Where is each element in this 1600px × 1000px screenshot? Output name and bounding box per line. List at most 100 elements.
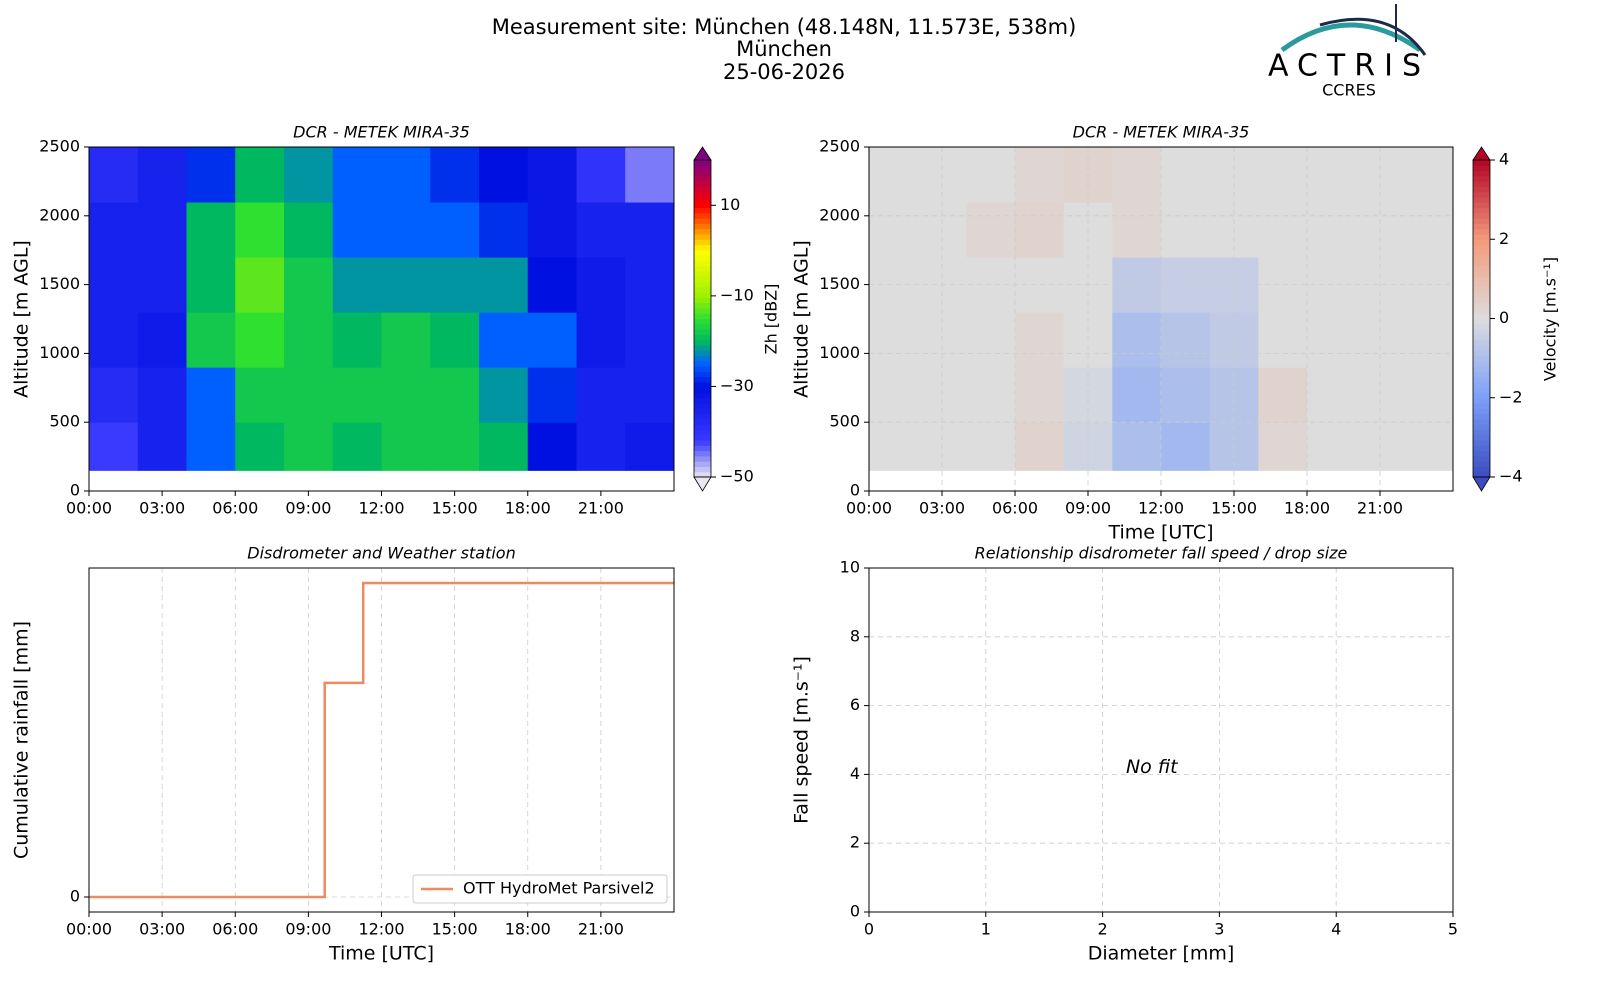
colorbar-segment <box>1473 297 1490 304</box>
x-tick-label: 4 <box>1331 920 1341 939</box>
colorbar-segment <box>694 429 711 436</box>
heatmap-cell <box>1404 367 1454 423</box>
heatmap-cell <box>625 147 675 203</box>
heatmap-cell <box>869 367 919 423</box>
colorbar-segment <box>1473 239 1490 246</box>
subplot-title: Disdrometer and Weather station <box>247 544 515 563</box>
x-axis-label: Diameter [mm] <box>1088 943 1235 965</box>
colorbar-tick-label: 0 <box>1499 308 1509 327</box>
heatmap-cell <box>869 202 919 258</box>
heatmap-cell <box>1258 202 1308 258</box>
x-tick-label: 09:00 <box>285 920 331 939</box>
colorbar-segment <box>694 355 711 362</box>
heatmap-cell <box>869 422 919 471</box>
heatmap-cell <box>1404 147 1454 203</box>
heatmap-cell <box>235 422 285 471</box>
heatmap-cell <box>966 202 1016 258</box>
colorbar-segment <box>694 445 711 452</box>
heatmap-cell <box>332 422 382 471</box>
colorbar-segment <box>1473 376 1490 383</box>
heatmap-cell <box>1258 312 1308 368</box>
x-tick-label: 03:00 <box>139 499 185 518</box>
heatmap-cell <box>625 202 675 258</box>
colorbar-segment <box>1473 244 1490 251</box>
figure-title: Measurement site: München (48.148N, 11.5… <box>492 15 1077 39</box>
heatmap-cell <box>1015 422 1065 471</box>
colorbar-segment <box>694 381 711 388</box>
colorbar-frame <box>693 159 712 478</box>
y-tick-label: 4 <box>850 764 860 783</box>
heatmap-cell <box>576 367 626 423</box>
colorbar-segment <box>694 360 711 367</box>
heatmap-cell <box>576 147 626 203</box>
heatmap-cell <box>332 257 382 313</box>
x-tick-label: 03:00 <box>919 499 965 518</box>
heatmap-cell <box>527 147 577 203</box>
heatmap-cell <box>235 257 285 313</box>
colorbar-segment <box>1473 440 1490 446</box>
panel: −50 −30 −10 10 Zh [dBZ] 00:00 03:00 06:00 09:00 1… <box>11 123 781 518</box>
x-axis-label: Time [UTC] <box>1107 522 1213 544</box>
heatmap-cell <box>576 257 626 313</box>
colorbar-segment <box>1473 260 1490 267</box>
heatmap-cell <box>1404 422 1454 471</box>
heatmap-cell <box>966 367 1016 423</box>
colorbar-tick-label: −4 <box>1499 467 1523 486</box>
heatmap-cell <box>576 202 626 258</box>
y-tick-label: 1500 <box>39 274 80 293</box>
colorbar-segment <box>1473 329 1490 335</box>
colorbar-segment <box>1473 313 1490 319</box>
colorbar-segment <box>1473 202 1490 209</box>
heatmap-cell <box>1258 367 1308 423</box>
y-tick-label: 0 <box>850 902 860 921</box>
heatmap-cell <box>1015 202 1065 258</box>
heatmap-cell <box>89 312 139 368</box>
colorbar-segment <box>1473 207 1490 214</box>
heatmap-cell <box>381 257 431 313</box>
colorbar-segment <box>694 371 711 378</box>
heatmap-cell <box>137 312 187 368</box>
heatmap-cell <box>966 312 1016 368</box>
colorbar-segment <box>1473 434 1490 441</box>
subplot-title: DCR - METEK MIRA-35 <box>293 123 470 142</box>
heatmap-cell <box>137 367 187 423</box>
colorbar-segment <box>694 228 711 235</box>
x-tick-label: 21:00 <box>578 499 624 518</box>
heatmap-cell <box>1112 257 1162 313</box>
colorbar-tick-label: −50 <box>720 467 754 486</box>
colorbar-segment <box>1473 424 1490 430</box>
heatmap-cell <box>186 367 236 423</box>
colorbar-segment <box>694 397 711 404</box>
colorbar-segment <box>1473 381 1490 388</box>
colorbar-segment <box>694 202 711 209</box>
heatmap-cell <box>235 312 285 368</box>
colorbar-segment <box>1473 233 1490 240</box>
colorbar-segment <box>694 175 711 182</box>
subplot-title: Relationship disdrometer fall speed / dr… <box>975 544 1348 563</box>
colorbar-tick-label: 2 <box>1499 229 1509 248</box>
colorbar-segment <box>694 318 711 325</box>
heatmap-cell <box>284 422 334 471</box>
colorbar-segment <box>694 270 711 277</box>
y-tick-label: 500 <box>829 412 860 431</box>
heatmap-cell <box>89 202 139 258</box>
heatmap-cell <box>576 312 626 368</box>
heatmap-cell <box>1404 312 1454 368</box>
heatmap-cell <box>381 422 431 471</box>
colorbar-segment <box>1473 276 1490 283</box>
colorbar-segment <box>1473 418 1490 425</box>
colorbar-segment <box>694 302 711 309</box>
logo-text: ACTRIS <box>1268 49 1430 84</box>
y-tick-label: 8 <box>850 626 860 645</box>
x-tick-label: 12:00 <box>358 920 404 939</box>
x-tick-label: 09:00 <box>1065 499 1111 518</box>
x-tick-label: 18:00 <box>1284 499 1330 518</box>
heatmap-cell <box>1307 202 1357 258</box>
colorbar-segment <box>694 233 711 240</box>
heatmap-cell <box>186 202 236 258</box>
heatmap-cell <box>1112 202 1162 258</box>
heatmap-cell <box>332 202 382 258</box>
heatmap-cell <box>625 257 675 313</box>
colorbar-segment <box>694 392 711 399</box>
colorbar-segment <box>1473 218 1490 224</box>
